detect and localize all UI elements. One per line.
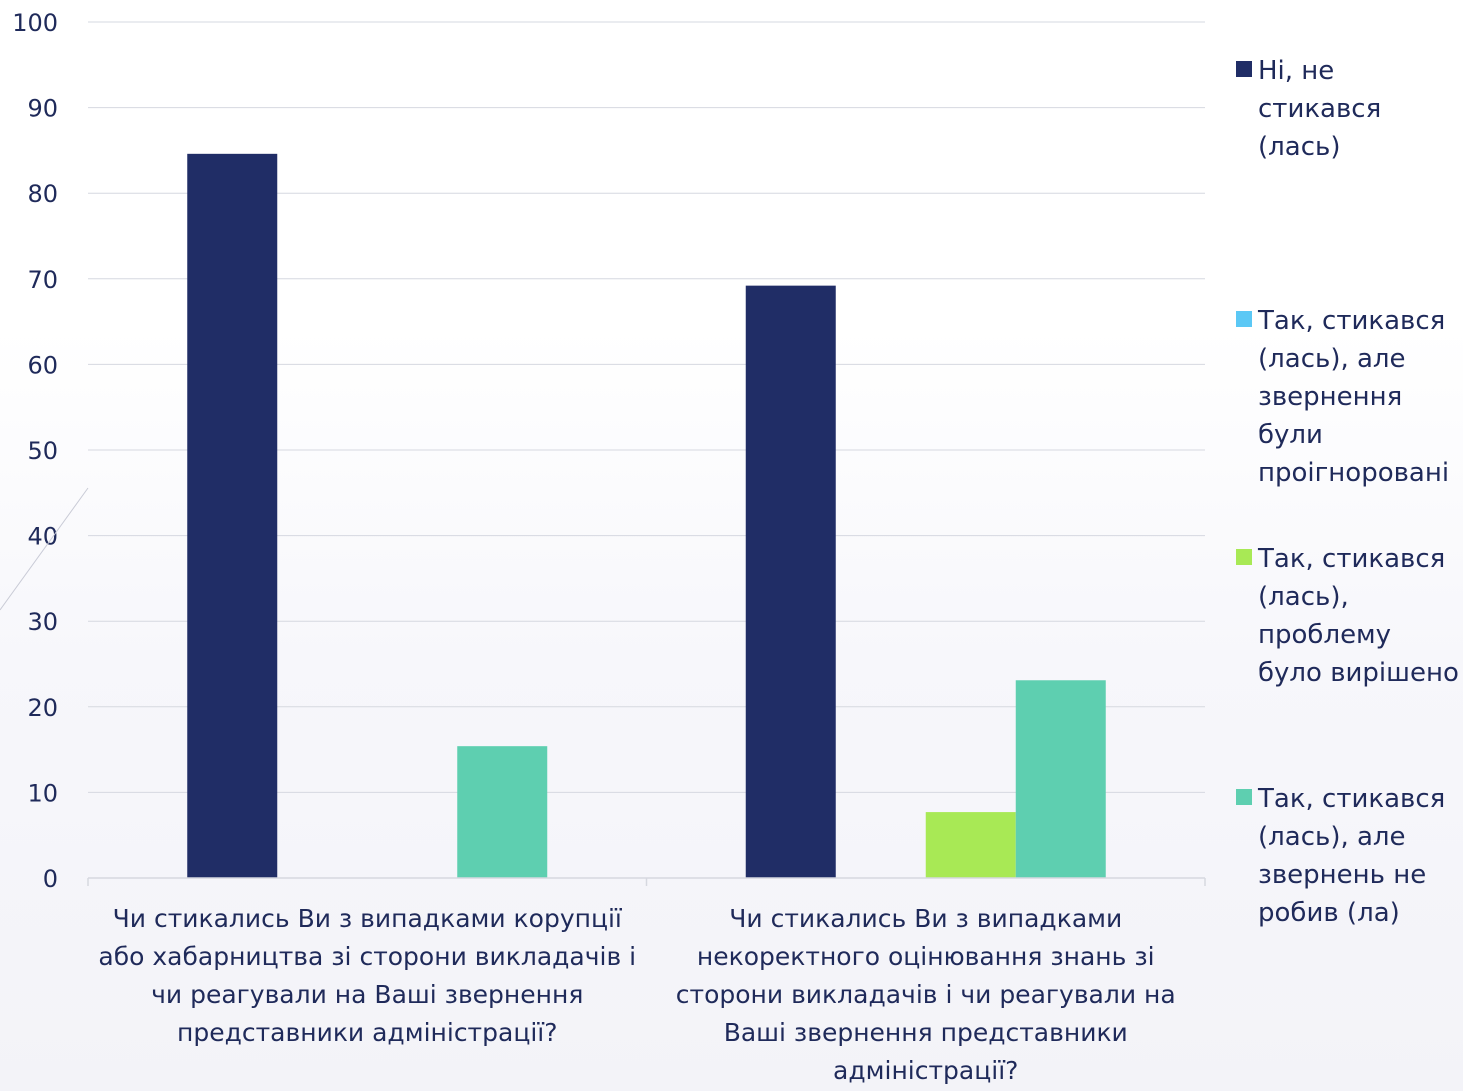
legend-label: Так, стикався (лась), проблему було вирі… [1258, 544, 1459, 688]
y-tick-label: 60 [27, 351, 58, 379]
y-tick-label: 80 [27, 180, 58, 208]
y-tick-label: 100 [12, 9, 58, 37]
bar [1015, 680, 1106, 878]
legend-label: Так, стикався (лась), але звернення були… [1258, 306, 1450, 488]
bar [925, 812, 1016, 878]
legend-swatch [1236, 61, 1252, 77]
bars [187, 153, 1106, 879]
y-tick-label: 0 [43, 865, 58, 893]
y-tick-label: 10 [27, 779, 58, 807]
bar [745, 285, 836, 878]
bar [187, 153, 278, 879]
y-tick-label: 70 [27, 266, 58, 294]
y-tick-label: 30 [27, 608, 58, 636]
decorative-diagonal-line [0, 487, 89, 611]
legend-label: Ні, не стикався (лась) [1258, 56, 1382, 162]
x-category-label: Чи стикались Ви з випадками корупції або… [98, 904, 637, 1047]
y-tick-label: 90 [27, 95, 58, 123]
y-tick-label: 20 [27, 694, 58, 722]
x-category-label: Чи стикались Ви з випадками некоректного… [675, 904, 1176, 1085]
y-tick-label: 50 [27, 437, 58, 465]
bar [457, 746, 548, 878]
legend-swatch [1236, 549, 1252, 565]
legend-label: Так, стикався (лась), але звернень не ро… [1258, 784, 1446, 928]
legend-swatch [1236, 311, 1252, 327]
legend-swatch [1236, 789, 1252, 805]
